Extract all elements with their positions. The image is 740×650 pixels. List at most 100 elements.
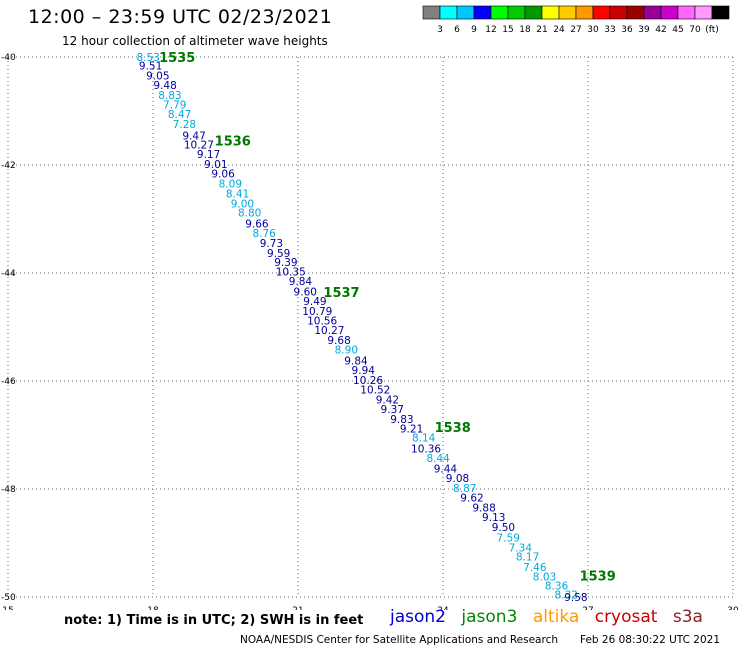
wave-height-point: 7.79 [163,100,186,112]
wave-height-point: 8.80 [238,208,261,220]
colorbar-label: 27 [570,25,581,35]
colorbar-label: 3 [437,25,443,35]
wave-height-point: 8.36 [545,581,569,593]
wave-height-point: 10.27 [184,139,214,151]
wave-height-point: 9.83 [390,414,413,426]
wave-height-point: 9.49 [303,296,326,308]
wave-height-point: 8.14 [412,433,436,445]
wave-height-point: 10.26 [353,375,383,387]
mission-legend: jason2 jason3 altika cryosat s3a [390,607,713,627]
wave-height-point: 7.46 [523,562,547,574]
wave-height-point: 7.59 [497,533,520,545]
wave-height-point: 8.41 [226,189,249,201]
colorbar-swatch [711,5,730,20]
colorbar-label: 9 [471,25,477,35]
footer-timestamp: Feb 26 08:30:22 UTC 2021 [580,634,720,646]
wave-height-point: 7.34 [509,542,533,554]
x-tick-label: 21 [292,606,303,610]
colorbar-label: (ft) [705,25,719,35]
wave-height-point: 9.51 [139,61,162,73]
colorbar-label: 36 [621,25,633,35]
wave-height-point: 9.94 [352,365,376,377]
wave-height-point: 9.84 [344,355,368,367]
colorbar-label: 45 [672,25,683,35]
wave-height-point: 9.06 [211,169,235,181]
wave-height-color-legend: 3 6 9 12 15 18 21 24 27 30 33 36 39 42 45 70 (ft) [422,5,730,35]
y-tick-label: -48 [1,485,16,495]
wave-height-point: 7.28 [173,119,196,131]
wave-height-point: 9.39 [274,257,297,269]
wave-height-point: 9.37 [381,404,404,416]
chart-subtitle: 12 hour collection of altimeter wave hei… [62,34,328,48]
wave-height-point: 10.52 [360,385,390,397]
hour-time-label: 1535 [159,51,195,66]
wave-height-point: 9.60 [294,286,317,298]
wave-height-point: 9.44 [434,463,458,475]
wave-height-point: 9.68 [327,335,350,347]
y-tick-label: -44 [1,269,16,279]
colorbar-label: 15 [502,25,513,35]
colorbar-label: 18 [519,25,531,35]
colorbar-label: 42 [655,25,666,35]
chart-title: 12:00 – 23:59 UTC 02/23/2021 [28,6,333,28]
x-tick-label: 15 [2,606,13,610]
wave-height-point: 9.66 [245,218,269,230]
wave-height-point: 9.88 [472,502,495,514]
x-tick-label: 24 [437,606,449,610]
mission-jason2: jason2 [390,607,446,627]
colorbar-label: 33 [604,25,615,35]
wave-height-point: 9.01 [204,159,227,171]
mission-cryosat: cryosat [594,607,658,627]
colorbar-label: 30 [587,25,599,35]
wave-height-point: 9.13 [482,512,505,524]
wave-height-point: 9.58 [564,592,587,604]
wave-height-point: 8.09 [219,178,242,190]
footer-credit: NOAA/NESDIS Center for Satellite Applica… [240,634,558,646]
units-note: note: 1) Time is in UTC; 2) SWH is in fe… [64,613,364,628]
wave-height-point: 9.42 [376,394,399,406]
colorbar-label: 70 [689,25,701,35]
wave-height-point: 9.08 [446,473,469,485]
hour-time-label: 1538 [435,421,471,436]
x-tick-label: 30 [727,606,739,610]
wave-height-point: 9.59 [267,248,290,260]
y-tick-label: -46 [1,377,16,387]
hour-time-label: 1539 [580,569,616,584]
colorbar-label: 24 [553,25,565,35]
wave-height-point: 8.32 [555,589,578,601]
wave-height-point: 9.48 [153,80,176,92]
mission-altika: altika [532,607,580,627]
wave-height-point: 9.73 [260,238,283,250]
hour-time-label: 1537 [323,286,359,301]
wave-height-point: 9.17 [197,149,220,161]
wave-height-point: 8.90 [335,345,358,357]
wave-height-point: 9.21 [400,424,423,436]
colorbar-label: 39 [638,25,650,35]
wave-height-point: 9.47 [182,130,205,142]
mission-jason3: jason3 [461,607,518,627]
wave-height-point: 10.35 [276,266,306,278]
wave-height-point: 10.79 [302,306,332,318]
wave-height-point: 8.17 [516,552,539,564]
wave-height-point: 9.62 [460,493,483,505]
mission-s3a: s3a [672,607,703,627]
wave-height-point: 9.05 [146,70,169,82]
wave-height-point: 10.36 [411,444,441,456]
wave-height-point: 10.27 [314,325,344,337]
wave-height-point: 8.76 [252,228,276,240]
hour-time-label: 1536 [215,135,251,150]
colorbar-label: 21 [536,25,547,35]
x-tick-label: 27 [582,606,593,610]
wave-height-point: 10.56 [307,316,337,328]
y-tick-label: -50 [1,593,16,603]
x-tick-label: 18 [147,606,159,610]
wave-height-point: 9.00 [231,198,254,210]
y-tick-label: -40 [1,53,16,63]
altimeter-plot: 151821242730-40-42-44-46-48-508.539.519.… [1,51,739,610]
y-tick-label: -42 [1,161,16,171]
colorbar-label: 6 [454,25,460,35]
wave-height-point: 9.50 [492,522,515,534]
wave-height-point: 8.53 [136,52,159,64]
wave-height-point: 8.44 [426,453,450,465]
wave-height-point: 8.87 [453,483,476,495]
